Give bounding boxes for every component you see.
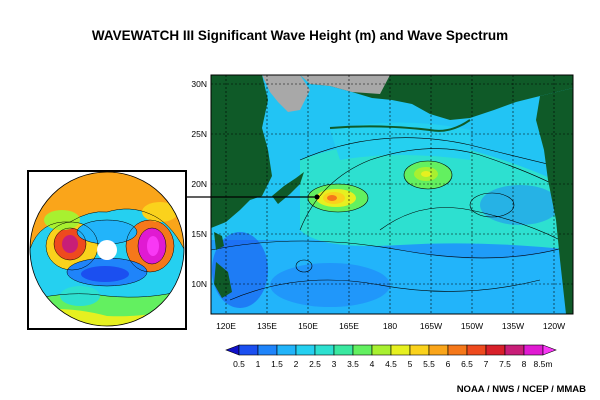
colorbar-segment (428, 344, 449, 356)
aleutian-arc (329, 119, 471, 132)
colorbar-segment (390, 344, 411, 356)
colorbar-label: 1 (256, 359, 261, 369)
lon-tick-165e: 165E (339, 321, 359, 331)
colorbar-arrow-high (542, 344, 557, 356)
chart-title: WAVEWATCH III Significant Wave Height (m… (91, 28, 509, 43)
land-taiwan-philippines (214, 232, 232, 298)
lon-tick-150w: 150W (461, 321, 483, 331)
colorbar-label: 7 (484, 359, 489, 369)
lon-tick-120w: 120W (543, 321, 565, 331)
colorbar-segment (504, 344, 525, 356)
spectrum-center-hole (97, 240, 117, 260)
lon-tick-180: 180 (383, 321, 397, 331)
colorbar-label: 7.5 (499, 359, 511, 369)
storm-max-central (404, 161, 452, 189)
land-sea-of-okhotsk-shore (262, 75, 310, 112)
colorbar-segment (409, 344, 430, 356)
lat-tick-20n: 20N (191, 179, 207, 189)
colorbar-segment (447, 344, 468, 356)
longitude-ticks: 120E 135E 150E 165E 180 165W 150W 135W 1… (216, 321, 565, 331)
colorbar-label: 8.5m (534, 359, 553, 369)
colorbar-label: 4.5 (385, 359, 397, 369)
colorbar-segment (295, 344, 316, 356)
colorbar-label: 5 (408, 359, 413, 369)
ocean-band-north (330, 122, 470, 160)
colorbar-label: 2 (294, 359, 299, 369)
lon-tick-165w: 165W (420, 321, 442, 331)
credit-line: NOAA / NWS / NCEP / MMAB (456, 384, 586, 395)
colorbar-label: 3 (332, 359, 337, 369)
wave-spectrum-inset (27, 170, 187, 330)
latitude-ticks: 30N 25N 20N 15N 10N (191, 79, 207, 289)
land-japan (272, 172, 304, 204)
wave-height-map: 30N 25N 20N 15N 10N 120E 135E 150E 165E … (191, 74, 574, 331)
colorbar-label: 2.5 (309, 359, 321, 369)
calm-patch-central (270, 263, 390, 307)
colorbar-segment (352, 344, 373, 356)
lat-tick-30n: 30N (191, 79, 207, 89)
lon-tick-150e: 150E (298, 321, 318, 331)
colorbar-segment (333, 344, 354, 356)
colorbar-label: 5.5 (423, 359, 435, 369)
colorbar-arrow-low (225, 344, 240, 356)
gridlines (211, 75, 573, 314)
colorbar-segment (523, 344, 544, 356)
lon-tick-120e: 120E (216, 321, 236, 331)
colorbar-segment (238, 344, 259, 356)
colorbar-segment (485, 344, 506, 356)
lon-tick-135e: 135E (257, 321, 277, 331)
colorbar-label: 1.5 (271, 359, 283, 369)
colorbar-label: 8 (522, 359, 527, 369)
lat-tick-15n: 15N (191, 229, 207, 239)
lat-tick-25n: 25N (191, 129, 207, 139)
colorbar-segment (257, 344, 278, 356)
colorbar-label: 4 (370, 359, 375, 369)
colorbar-segment (371, 344, 392, 356)
wave-height-colorbar: 0.5 1 1.5 2 2.5 3 3.5 4 4.5 5 5.5 6 6.5 7 7.5 8 8.5m (225, 344, 557, 369)
lon-tick-135w: 135W (502, 321, 524, 331)
land-asia (211, 75, 272, 228)
colorbar-segment (276, 344, 297, 356)
contour-lines (211, 137, 573, 301)
calm-patch-east (480, 185, 560, 225)
colorbar-label: 6 (446, 359, 451, 369)
lat-tick-10n: 10N (191, 279, 207, 289)
colorbar-segment (466, 344, 487, 356)
colorbar-label: 6.5 (461, 359, 473, 369)
land-north-america (536, 88, 573, 314)
storm-max-west (308, 184, 368, 212)
sea-ice-bering (300, 75, 390, 94)
colorbar-label: 3.5 (347, 359, 359, 369)
colorbar-segment (314, 344, 335, 356)
colorbar-label: 0.5 (233, 359, 245, 369)
